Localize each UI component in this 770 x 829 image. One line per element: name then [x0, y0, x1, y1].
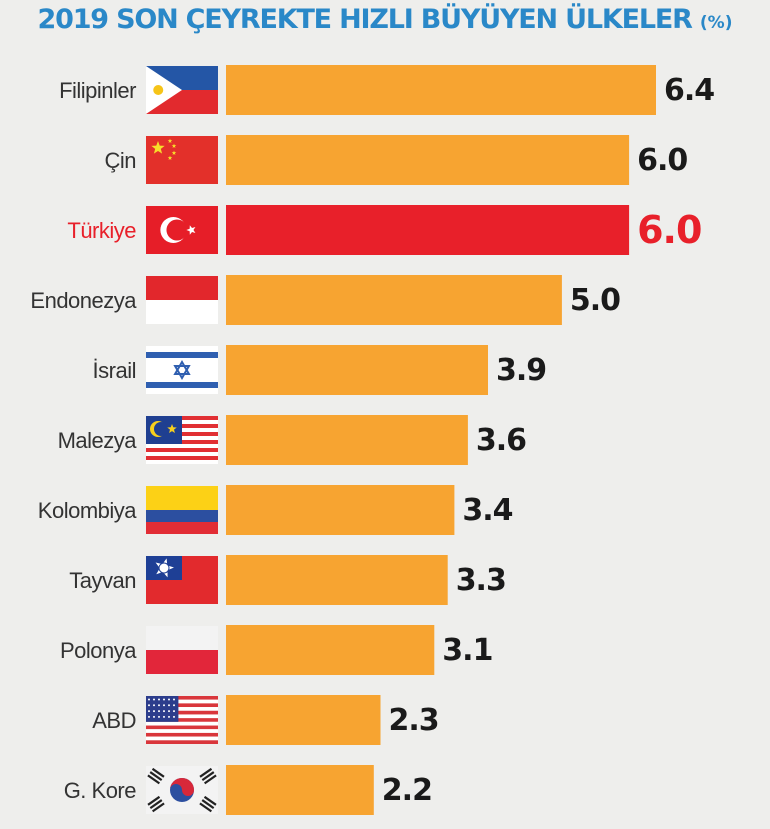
- chart-title: 2019 SON ÇEYREKTE HIZLI BÜYÜYEN ÜLKELER …: [0, 4, 770, 35]
- bar: [226, 345, 488, 395]
- category-label: Polonya: [60, 638, 137, 663]
- bar: [226, 65, 656, 115]
- bar: [226, 485, 455, 535]
- category-label: Endonezya: [30, 288, 137, 313]
- value-label: 3.1: [442, 633, 492, 668]
- poland-flag-icon: [146, 626, 218, 674]
- turkey-flag-icon: [146, 206, 218, 254]
- usa-flag-icon: [146, 696, 218, 744]
- category-label: G. Kore: [64, 778, 137, 803]
- title-text: 2019 SON ÇEYREKTE HIZLI BÜYÜYEN ÜLKELER: [37, 4, 693, 35]
- value-label: 6.0: [637, 208, 701, 252]
- value-label: 2.3: [389, 703, 439, 738]
- category-label: Kolombiya: [38, 498, 137, 523]
- value-label: 3.3: [456, 563, 506, 598]
- category-label: Türkiye: [67, 218, 136, 243]
- value-label: 6.0: [637, 143, 687, 178]
- bar: [226, 205, 630, 255]
- philippines-flag-icon: [146, 66, 218, 114]
- category-label: Malezya: [58, 428, 138, 453]
- bar: [226, 765, 374, 815]
- israel-flag-icon: [146, 346, 218, 394]
- value-label: 5.0: [570, 283, 620, 318]
- indonesia-flag-icon: [146, 276, 218, 324]
- category-label: Filipinler: [59, 78, 136, 103]
- bar: [226, 555, 448, 605]
- taiwan-flag-icon: [146, 556, 218, 604]
- value-label: 6.4: [664, 73, 714, 108]
- china-flag-icon: [146, 136, 218, 184]
- category-label: Tayvan: [69, 568, 136, 593]
- value-label: 3.4: [462, 493, 512, 528]
- value-label: 3.6: [476, 423, 526, 458]
- value-label: 2.2: [382, 773, 432, 808]
- bar: [226, 135, 630, 185]
- title-unit: (%): [699, 13, 733, 33]
- malaysia-flag-icon: [146, 416, 218, 464]
- bar: [226, 695, 381, 745]
- bar: [226, 625, 435, 675]
- value-label: 3.9: [496, 353, 546, 388]
- bar: [226, 275, 562, 325]
- colombia-flag-icon: [146, 486, 218, 534]
- south-korea-flag-icon: [146, 766, 218, 814]
- category-label: ABD: [92, 708, 136, 733]
- bar: [226, 415, 468, 465]
- category-label: İsrail: [93, 358, 136, 383]
- category-label: Çin: [104, 148, 136, 173]
